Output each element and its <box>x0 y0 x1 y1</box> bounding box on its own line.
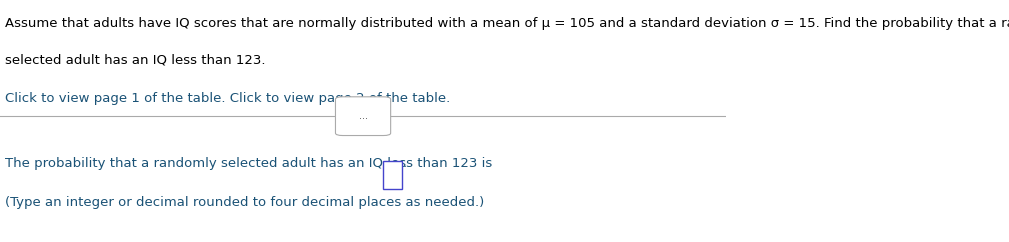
Text: (Type an integer or decimal rounded to four decimal places as needed.): (Type an integer or decimal rounded to f… <box>5 196 484 209</box>
Text: selected adult has an IQ less than 123.: selected adult has an IQ less than 123. <box>5 53 265 66</box>
Text: The probability that a randomly selected adult has an IQ less than 123 is: The probability that a randomly selected… <box>5 157 492 170</box>
Text: Click to view page 1 of the table. Click to view page 2 of the table.: Click to view page 1 of the table. Click… <box>5 92 450 105</box>
FancyBboxPatch shape <box>335 97 390 136</box>
Text: .: . <box>403 157 407 170</box>
Text: ...: ... <box>358 111 367 121</box>
Text: Assume that adults have IQ scores that are normally distributed with a mean of μ: Assume that adults have IQ scores that a… <box>5 17 1009 30</box>
FancyBboxPatch shape <box>383 161 402 189</box>
